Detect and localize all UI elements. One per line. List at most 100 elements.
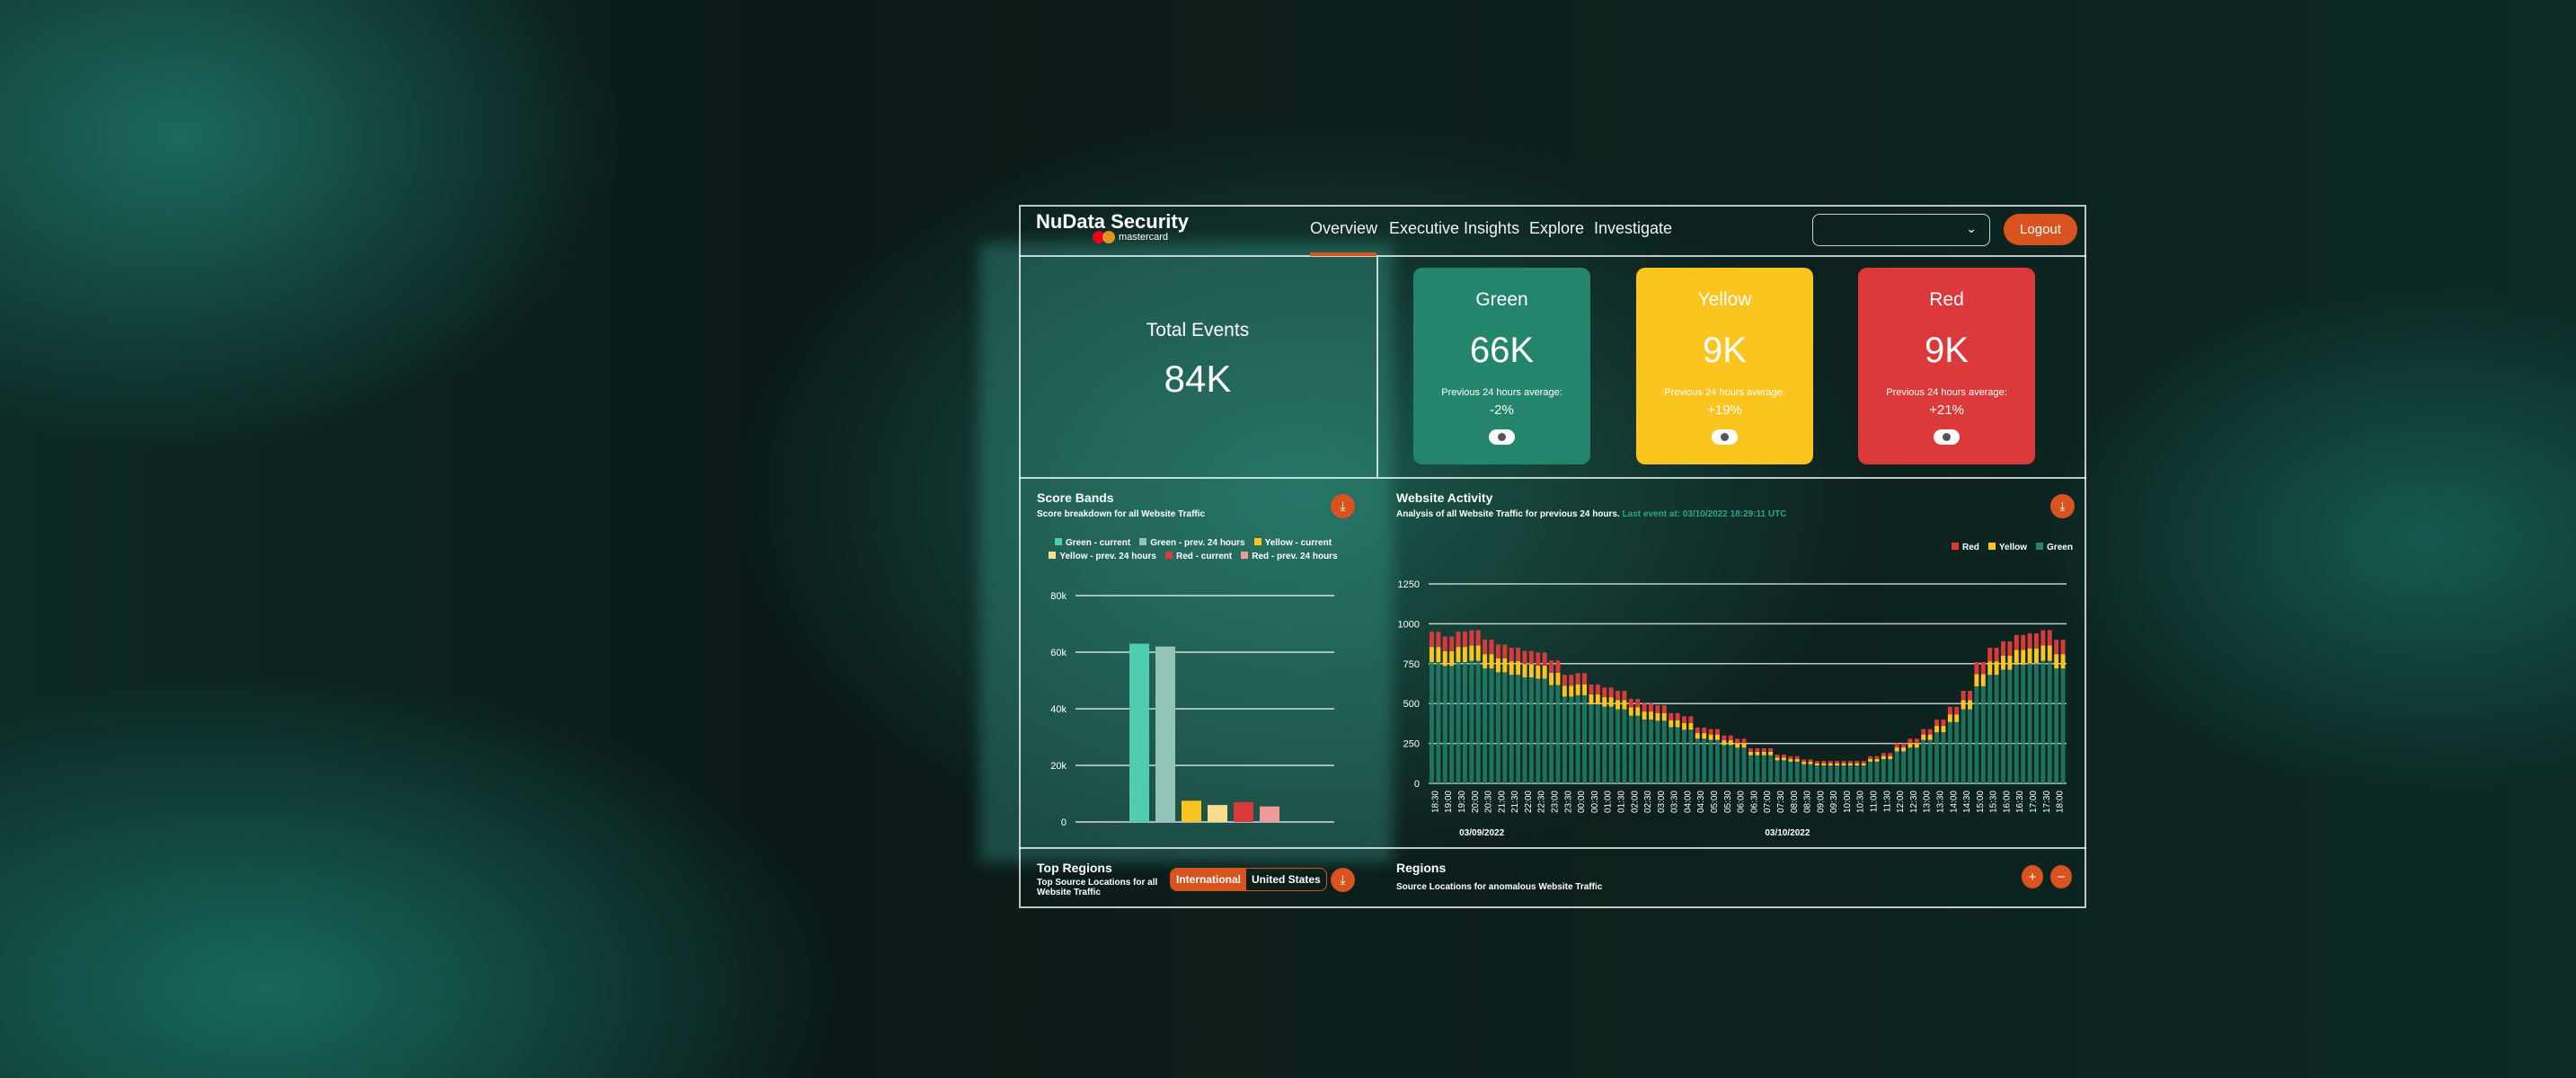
bar-yellow bbox=[1994, 661, 1999, 676]
bar-green bbox=[1715, 739, 1720, 783]
y-tick-label: 0 bbox=[1414, 779, 1420, 790]
legend-item[interactable]: Green - current bbox=[1054, 538, 1130, 548]
legend-swatch bbox=[1241, 552, 1249, 559]
bar-green bbox=[1575, 694, 1580, 783]
bar-yellow bbox=[1894, 747, 1899, 752]
card-toggle[interactable] bbox=[1934, 429, 1960, 445]
bar-green bbox=[2034, 663, 2039, 783]
bar-red bbox=[1715, 729, 1720, 735]
bar-green bbox=[1628, 715, 1633, 783]
tab-investigate[interactable]: Investigate bbox=[1594, 219, 1673, 237]
bar-yellow bbox=[1980, 674, 1986, 687]
card-toggle[interactable] bbox=[1712, 429, 1738, 445]
x-tick-label: 00:30 bbox=[1590, 791, 1600, 813]
logout-button[interactable]: Logout bbox=[2004, 214, 2077, 245]
mastercard-circle-icon bbox=[1102, 231, 1115, 243]
bar-red bbox=[1914, 738, 1919, 744]
tab-explore[interactable]: Explore bbox=[1529, 219, 1585, 237]
bar-yellow bbox=[1589, 694, 1594, 704]
bar-yellow bbox=[1635, 707, 1641, 716]
bar-red bbox=[1728, 735, 1733, 741]
x-tick-label: 20:30 bbox=[1484, 791, 1494, 813]
bar-yellow bbox=[1655, 712, 1660, 721]
bar-green bbox=[1980, 686, 1986, 783]
legend-item[interactable]: Green bbox=[2036, 543, 2073, 552]
bar-green bbox=[1449, 666, 1455, 783]
bar-yellow bbox=[1775, 757, 1780, 761]
bar-red bbox=[1522, 650, 1527, 665]
x-tick-label: 04:00 bbox=[1683, 791, 1693, 813]
bar-yellow bbox=[1755, 751, 1760, 755]
bar-green bbox=[1595, 703, 1600, 783]
bar-red bbox=[1708, 729, 1713, 735]
bar-green bbox=[1702, 738, 1707, 783]
legend-item[interactable]: Yellow - prev. 24 hours bbox=[1049, 552, 1156, 561]
account-dropdown[interactable]: ⌄ bbox=[1812, 214, 1990, 246]
bar-red bbox=[2001, 641, 2005, 656]
divider bbox=[1019, 847, 2086, 849]
card-prev-label: Previous 24 hours average: bbox=[1886, 387, 2007, 398]
bar-green bbox=[1901, 751, 1906, 783]
bar-yellow bbox=[1562, 685, 1567, 697]
international-button[interactable]: International bbox=[1171, 869, 1247, 890]
tab-executive-insights[interactable]: Executive Insights bbox=[1389, 219, 1520, 237]
bar-yellow bbox=[1469, 645, 1474, 661]
bar-yellow bbox=[2060, 654, 2066, 669]
bar-red bbox=[2054, 640, 2059, 655]
card-toggle[interactable] bbox=[1489, 429, 1515, 445]
bar-green bbox=[1808, 764, 1813, 783]
bar-yellow bbox=[1801, 762, 1807, 764]
bar-red bbox=[1595, 684, 1600, 694]
bar-green bbox=[2014, 664, 2019, 783]
bar-yellow bbox=[1462, 647, 1467, 663]
legend-swatch bbox=[1952, 543, 1959, 550]
download-icon[interactable]: ⤓ bbox=[1331, 868, 1355, 892]
card-change: +21% bbox=[1929, 402, 1964, 418]
united-states-button[interactable]: United States bbox=[1252, 873, 1321, 886]
bar-green bbox=[1516, 675, 1521, 783]
bar-red bbox=[1954, 706, 1960, 715]
bar-red bbox=[1516, 648, 1521, 662]
bar-green bbox=[1635, 715, 1641, 783]
legend-item[interactable]: Green - prev. 24 hours bbox=[1139, 538, 1245, 548]
bar-green bbox=[1562, 696, 1567, 783]
bar-green bbox=[1442, 666, 1447, 783]
x-tick-label: 14:00 bbox=[1949, 791, 1959, 813]
score-bands-subtitle: Score breakdown for all Website Traffic bbox=[1037, 509, 1206, 519]
bar-red bbox=[1549, 660, 1554, 673]
bar-red bbox=[2034, 633, 2039, 649]
bar-yellow bbox=[1661, 712, 1667, 721]
x-tick-label: 19:30 bbox=[1457, 791, 1467, 813]
download-icon[interactable]: ⤓ bbox=[1331, 494, 1355, 518]
bar-yellow bbox=[1781, 757, 1786, 761]
bar-red bbox=[1874, 755, 1880, 759]
bar-red bbox=[1921, 729, 1926, 735]
bar-yellow bbox=[1575, 684, 1580, 695]
bar-red bbox=[1542, 652, 1547, 666]
bar-green bbox=[1801, 764, 1807, 783]
zoom-in-button[interactable]: + bbox=[2022, 865, 2043, 888]
bar-yellow bbox=[1622, 700, 1627, 710]
download-icon[interactable]: ⤓ bbox=[2050, 494, 2075, 518]
bar-green bbox=[2054, 668, 2059, 783]
x-tick-label: 13:00 bbox=[1923, 791, 1933, 813]
bar-red bbox=[1908, 738, 1913, 744]
x-tick-label: 16:00 bbox=[2002, 791, 2012, 813]
bar-green bbox=[1968, 709, 1972, 783]
legend-swatch bbox=[1987, 543, 1996, 550]
x-tick-label: 15:00 bbox=[1976, 791, 1986, 813]
zoom-out-button[interactable]: − bbox=[2050, 865, 2072, 888]
legend-item[interactable]: Yellow - current bbox=[1253, 538, 1332, 548]
bar-green bbox=[1728, 745, 1733, 783]
bar-green bbox=[1908, 747, 1913, 783]
legend-item[interactable]: Red - current bbox=[1165, 552, 1232, 561]
tab-overview[interactable]: Overview bbox=[1310, 219, 1378, 237]
bar-green bbox=[1509, 675, 1514, 783]
bar-red bbox=[1888, 753, 1893, 756]
bar-yellow bbox=[1475, 645, 1481, 661]
legend-item[interactable]: Red bbox=[1952, 543, 1979, 552]
legend-item[interactable]: Red - prev. 24 hours bbox=[1241, 552, 1338, 561]
x-tick-label: 14:30 bbox=[1962, 791, 1972, 813]
legend-item[interactable]: Yellow bbox=[1987, 543, 2027, 552]
bar-green bbox=[1941, 732, 1946, 783]
